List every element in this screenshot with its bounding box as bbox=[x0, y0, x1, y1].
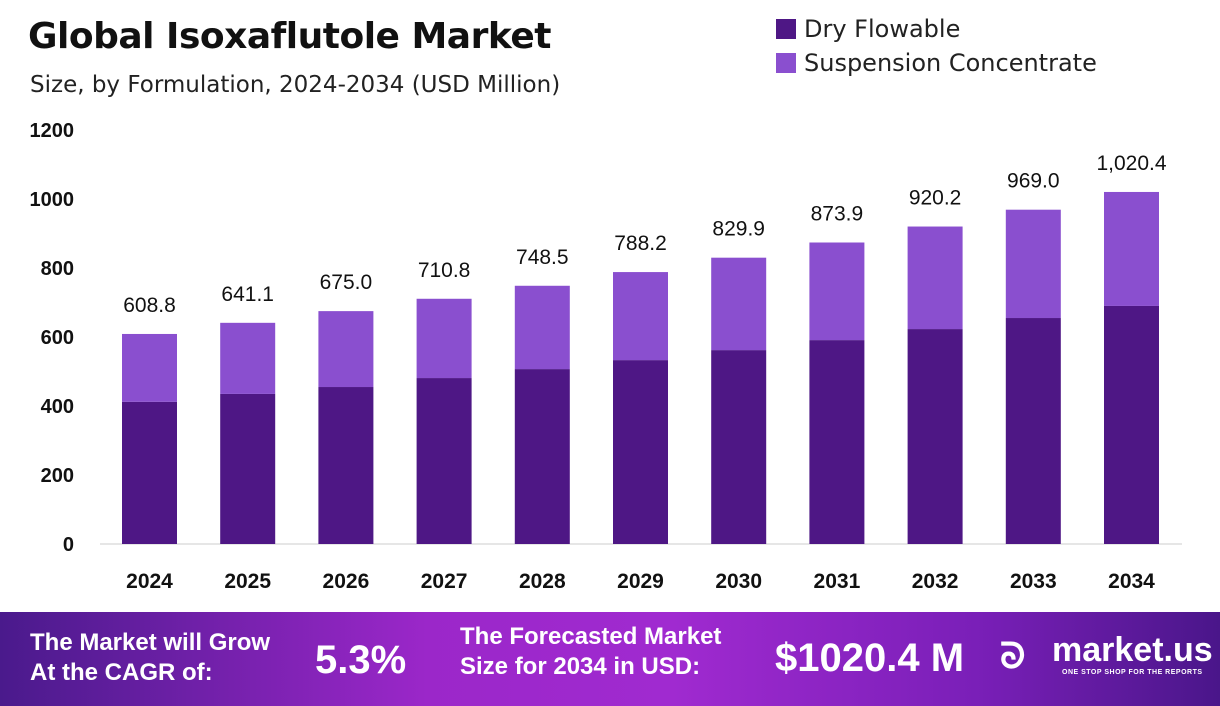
data-label-2026: 675.0 bbox=[320, 271, 373, 294]
bar-suspension-concentrate-2033 bbox=[1005, 209, 1061, 319]
data-label-2032: 920.2 bbox=[909, 187, 962, 210]
brand-tagline: ONE STOP SHOP FOR THE REPORTS bbox=[1062, 669, 1203, 676]
y-tick-label: 1200 bbox=[30, 120, 75, 142]
x-tick-label: 2032 bbox=[912, 570, 959, 593]
chart-title: Global Isoxaflutole Market bbox=[28, 16, 551, 57]
cagr-value: 5.3% bbox=[315, 638, 407, 682]
data-label-2027: 710.8 bbox=[418, 259, 471, 282]
data-label-2034: 1,020.4 bbox=[1096, 152, 1166, 175]
bar-dry-flowable-2027 bbox=[416, 378, 472, 544]
forecast-label-line1: The Forecasted Market bbox=[460, 623, 722, 650]
bar-dry-flowable-2030 bbox=[711, 350, 767, 544]
bar-dry-flowable-2029 bbox=[613, 360, 668, 544]
bar-suspension-concentrate-2026 bbox=[318, 311, 374, 388]
cagr-label-line2: At the CAGR of: bbox=[30, 659, 213, 686]
bar-suspension-concentrate-2029 bbox=[613, 272, 668, 361]
legend-label: Dry Flowable bbox=[804, 15, 961, 43]
bar-suspension-concentrate-2032 bbox=[907, 226, 963, 330]
y-tick-label: 200 bbox=[41, 465, 74, 487]
bar-suspension-concentrate-2024 bbox=[122, 333, 177, 402]
footer-banner: The Market will Grow At the CAGR of: 5.3%… bbox=[0, 612, 1220, 706]
x-tick-label: 2030 bbox=[715, 570, 762, 593]
bar-dry-flowable-2032 bbox=[907, 329, 963, 544]
data-label-2029: 788.2 bbox=[614, 232, 667, 255]
bar-dry-flowable-2034 bbox=[1104, 305, 1159, 544]
legend: Dry Flowable Suspension Concentrate bbox=[776, 12, 1097, 80]
data-label-2031: 873.9 bbox=[811, 203, 864, 226]
data-label-2030: 829.9 bbox=[712, 218, 765, 241]
y-tick-label: 400 bbox=[41, 396, 74, 418]
cagr-label: The Market will Grow At the CAGR of: bbox=[30, 628, 270, 688]
bar-dry-flowable-2028 bbox=[514, 369, 570, 544]
legend-swatch bbox=[776, 19, 796, 39]
x-tick-label: 2024 bbox=[126, 570, 173, 593]
x-tick-label: 2034 bbox=[1108, 570, 1155, 593]
x-tick-label: 2026 bbox=[323, 570, 370, 593]
logo-icon: ᘐ bbox=[1000, 635, 1026, 676]
chart-subtitle: Size, by Formulation, 2024-2034 (USD Mil… bbox=[30, 72, 561, 98]
bar-dry-flowable-2025 bbox=[220, 393, 276, 544]
data-label-2025: 641.1 bbox=[221, 283, 274, 306]
legend-item-dry-flowable: Dry Flowable bbox=[776, 12, 1097, 46]
x-tick-label: 2028 bbox=[519, 570, 566, 593]
x-tick-label: 2029 bbox=[617, 570, 664, 593]
bar-suspension-concentrate-2030 bbox=[711, 257, 767, 351]
bar-dry-flowable-2024 bbox=[122, 401, 177, 544]
brand-logo: market.us bbox=[1052, 631, 1213, 669]
bar-suspension-concentrate-2027 bbox=[416, 298, 472, 379]
forecast-label: The Forecasted Market Size for 2034 in US… bbox=[460, 622, 721, 682]
y-tick-label: 0 bbox=[63, 534, 74, 556]
bar-suspension-concentrate-2025 bbox=[220, 322, 276, 394]
data-label-2024: 608.8 bbox=[123, 294, 176, 317]
bar-suspension-concentrate-2031 bbox=[809, 242, 865, 341]
bar-suspension-concentrate-2034 bbox=[1104, 191, 1159, 306]
bar-dry-flowable-2026 bbox=[318, 387, 374, 544]
data-label-2033: 969.0 bbox=[1007, 170, 1060, 193]
y-tick-label: 600 bbox=[41, 327, 74, 349]
legend-label: Suspension Concentrate bbox=[804, 49, 1097, 77]
x-tick-label: 2033 bbox=[1010, 570, 1057, 593]
bar-suspension-concentrate-2028 bbox=[514, 285, 570, 370]
legend-swatch bbox=[776, 53, 796, 73]
legend-item-suspension-concentrate: Suspension Concentrate bbox=[776, 46, 1097, 80]
x-tick-label: 2027 bbox=[421, 570, 468, 593]
y-tick-label: 1000 bbox=[30, 189, 75, 211]
y-tick-label: 800 bbox=[41, 258, 74, 280]
x-tick-label: 2031 bbox=[814, 570, 861, 593]
bar-dry-flowable-2033 bbox=[1005, 318, 1061, 544]
forecast-label-line2: Size for 2034 in USD: bbox=[460, 653, 701, 680]
bar-dry-flowable-2031 bbox=[809, 340, 865, 544]
x-tick-label: 2025 bbox=[224, 570, 271, 593]
data-label-2028: 748.5 bbox=[516, 246, 569, 269]
forecast-value: $1020.4 M bbox=[775, 636, 965, 680]
cagr-label-line1: The Market will Grow bbox=[30, 629, 271, 656]
